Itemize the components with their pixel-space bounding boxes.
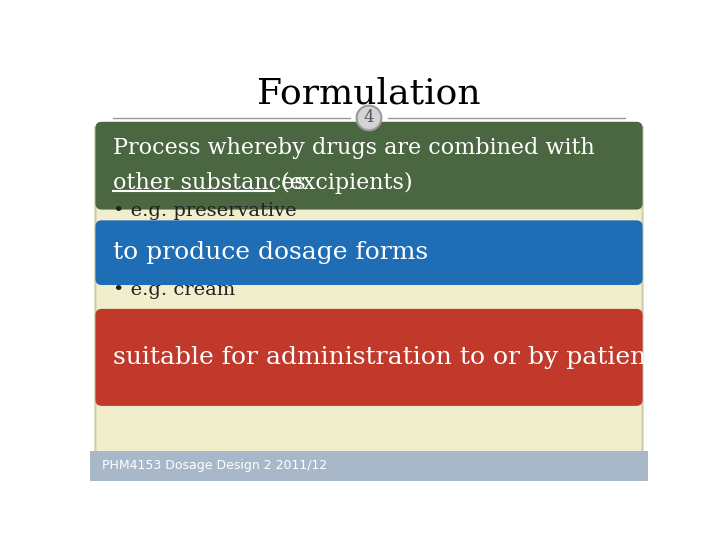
Text: suitable for administration to or by patients.: suitable for administration to or by pat…	[113, 346, 678, 369]
Text: 4: 4	[364, 110, 374, 126]
Text: Process whereby drugs are combined with: Process whereby drugs are combined with	[113, 137, 595, 159]
Bar	[90, 451, 648, 481]
Text: Formulation: Formulation	[257, 76, 481, 110]
FancyBboxPatch shape	[96, 309, 642, 406]
Text: • e.g. cream: • e.g. cream	[113, 281, 235, 299]
Bar	[90, 65, 648, 126]
Circle shape	[356, 106, 382, 130]
Text: PHM4153 Dosage Design 2 2011/12: PHM4153 Dosage Design 2 2011/12	[102, 460, 327, 472]
FancyBboxPatch shape	[96, 93, 642, 454]
Text: other substances: other substances	[113, 172, 306, 194]
FancyBboxPatch shape	[96, 220, 642, 285]
Text: (excipients): (excipients)	[274, 172, 413, 194]
Text: to produce dosage forms: to produce dosage forms	[113, 241, 428, 264]
Text: • e.g. preservative: • e.g. preservative	[113, 202, 297, 220]
FancyBboxPatch shape	[96, 122, 642, 210]
